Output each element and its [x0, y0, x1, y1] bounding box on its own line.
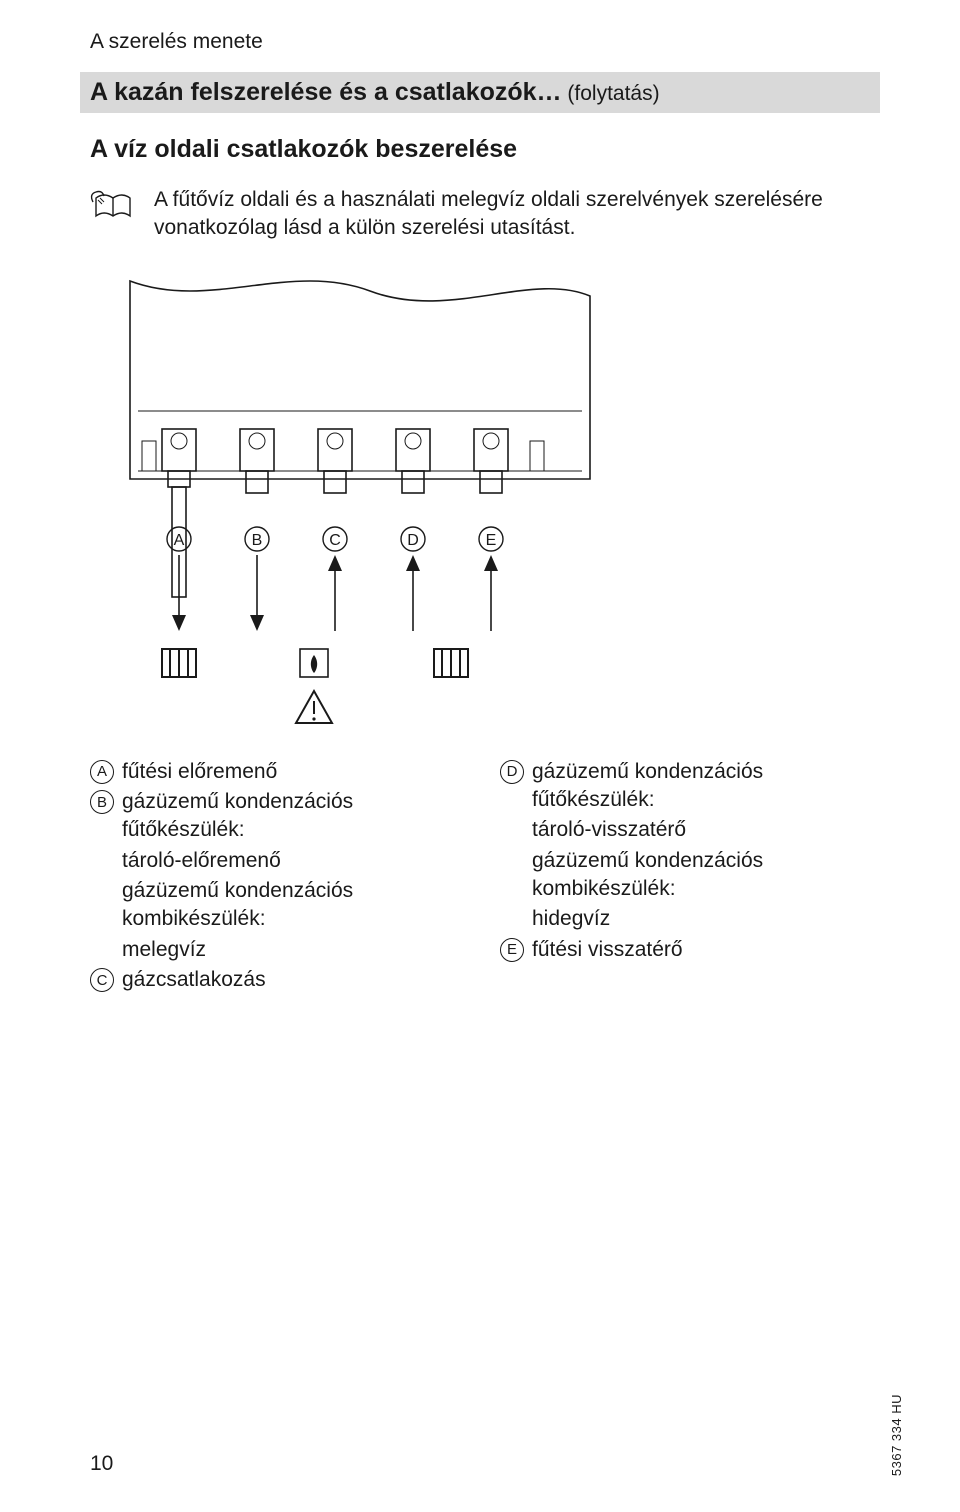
- subsection-heading: A víz oldali csatlakozók beszerelése: [90, 135, 870, 164]
- boiler-connections-diagram: A B C D E: [90, 271, 610, 736]
- band-continuation: (folytatás): [562, 82, 660, 105]
- legend-e: fűtési visszatérő: [532, 936, 870, 964]
- document-code: 5367 334 HU: [889, 1394, 904, 1476]
- diagram-label-c: C: [329, 532, 341, 549]
- legend-right-column: D gázüzemű kondenzációs fűtőkészülék: tá…: [500, 758, 870, 997]
- section-band: A kazán felszerelése és a csatlakozók… (…: [80, 72, 880, 113]
- running-head: A szerelés menete: [90, 30, 870, 54]
- legend-b-1: gázüzemű kondenzációs fűtőkészülék:: [122, 788, 460, 845]
- legend-b-4: melegvíz: [122, 936, 460, 964]
- diagram-label-d: D: [407, 532, 419, 549]
- page-number: 10: [90, 1452, 113, 1476]
- marker-d-icon: D: [500, 760, 524, 784]
- legend-d-4: hidegvíz: [532, 905, 870, 933]
- legend-d-1: gázüzemű kondenzációs fűtőkészülék:: [532, 758, 870, 815]
- legend-d-3: gázüzemű kondenzációs kombikészülék:: [532, 847, 870, 904]
- diagram-label-e: E: [486, 532, 497, 549]
- legend-b-2: tároló-előremenő: [122, 847, 460, 875]
- diagram-label-b: B: [252, 532, 263, 549]
- legend-a: fűtési előremenő: [122, 758, 460, 786]
- marker-b-icon: B: [90, 790, 114, 814]
- legend-d-2: tároló-visszatérő: [532, 816, 870, 844]
- legend-b-3: gázüzemű kondenzációs kombikészülék:: [122, 877, 460, 934]
- band-title: A kazán felszerelése és a csatlakozók…: [90, 78, 562, 106]
- diagram-label-a: A: [174, 532, 185, 549]
- manual-icon: [90, 186, 136, 231]
- legend-c: gázcsatlakozás: [122, 966, 460, 994]
- legend-left-column: A fűtési előremenő B gázüzemű kondenzáci…: [90, 758, 460, 997]
- intro-text: A fűtővíz oldali és a használati melegví…: [154, 186, 870, 243]
- marker-e-icon: E: [500, 938, 524, 962]
- legend-columns: A fűtési előremenő B gázüzemű kondenzáci…: [90, 758, 870, 997]
- marker-a-icon: A: [90, 760, 114, 784]
- marker-c-icon: C: [90, 968, 114, 992]
